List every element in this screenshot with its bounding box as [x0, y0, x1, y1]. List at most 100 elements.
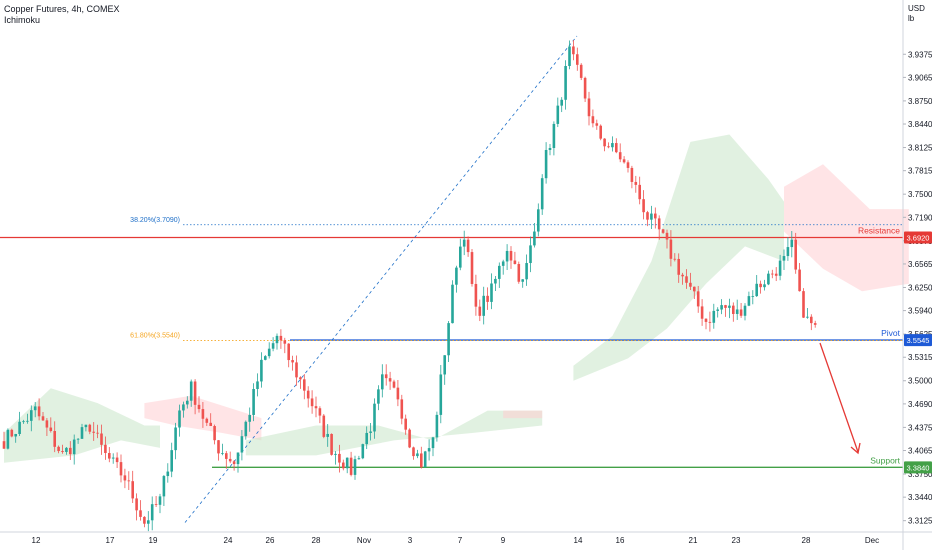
candle-body — [431, 437, 435, 449]
candle-body — [696, 291, 700, 307]
candle — [205, 417, 209, 427]
arrow-head — [850, 442, 861, 455]
candle — [673, 253, 677, 262]
price-axis[interactable]: 3.9375 3.9065 3.8750 3.8440 3.8125 3.7815 3.75… — [902, 0, 932, 550]
candle-body — [6, 429, 10, 449]
candle-body — [381, 374, 384, 390]
candle — [771, 269, 774, 279]
candle-body — [334, 453, 337, 455]
candle — [618, 143, 622, 163]
candle-body — [790, 239, 794, 248]
candle-body — [459, 246, 462, 268]
candle — [525, 254, 528, 286]
candle-body — [287, 343, 290, 361]
candle — [739, 302, 743, 318]
candle-body — [677, 258, 680, 275]
candle — [166, 463, 170, 483]
candle — [162, 474, 166, 506]
candle-body — [108, 453, 111, 459]
candle-body — [665, 232, 669, 240]
candle-body — [810, 316, 813, 324]
candle — [189, 379, 193, 407]
candle — [104, 436, 107, 460]
time-axis[interactable]: 12 17 19 24 26 28 Nov 3 7 9 14 16 21 23 28 Dec — [0, 531, 932, 545]
candle-body — [384, 374, 388, 379]
price-tick-label: 3.6565 — [908, 260, 932, 269]
candle-body — [806, 316, 809, 318]
candle — [111, 453, 115, 464]
time-tick-label: 17 — [106, 536, 115, 545]
candle — [685, 269, 688, 289]
candle-body — [607, 146, 610, 148]
candle-body — [771, 273, 774, 275]
candle-body — [396, 387, 400, 400]
candle — [100, 424, 103, 455]
candle — [252, 383, 255, 422]
candle-body — [150, 504, 154, 521]
candle — [443, 355, 446, 385]
candle — [587, 91, 591, 126]
candle-body — [708, 321, 712, 323]
candle — [150, 496, 154, 531]
candle-body — [345, 457, 349, 469]
candle — [470, 248, 474, 287]
candle-body — [572, 46, 575, 55]
candle-body — [322, 415, 326, 437]
badge-resistance-box — [904, 231, 932, 244]
candle-body — [236, 452, 240, 465]
candle — [131, 470, 134, 504]
candle-body — [26, 420, 29, 422]
price-tick-label: 3.7815 — [908, 167, 932, 176]
candle-body — [416, 453, 419, 457]
time-tick-label: 19 — [149, 536, 158, 545]
candle-body — [626, 162, 630, 168]
candle-body — [408, 429, 411, 448]
candle-body — [533, 231, 536, 246]
candle-body — [18, 421, 21, 435]
candle — [634, 175, 638, 193]
price-tick-label: 3.4065 — [908, 447, 932, 456]
candle-body — [743, 305, 747, 316]
candle — [517, 261, 521, 284]
candle — [603, 138, 606, 152]
candle — [108, 447, 111, 463]
candle — [615, 138, 618, 154]
candle-body — [412, 447, 415, 457]
price-tick-label: 3.5940 — [908, 307, 932, 316]
candle — [509, 246, 513, 269]
candle-body — [154, 504, 158, 505]
price-tick-label: 3.3125 — [908, 517, 932, 526]
candle — [65, 447, 68, 455]
candle — [33, 401, 37, 418]
candle — [92, 422, 95, 441]
candle-body — [400, 399, 404, 419]
candle-body — [654, 213, 657, 219]
candle — [228, 451, 232, 464]
candle-body — [618, 152, 622, 160]
candle-body — [591, 116, 595, 124]
candle-body — [615, 143, 618, 153]
candle-body — [310, 398, 314, 407]
candle-body — [439, 374, 443, 415]
currency-label: USD — [908, 4, 925, 13]
candle — [2, 431, 6, 450]
candle-body — [724, 305, 727, 308]
candle-body — [158, 496, 162, 505]
candle — [599, 124, 602, 141]
candle — [260, 352, 263, 388]
candle — [143, 516, 146, 528]
candle — [767, 270, 770, 286]
cloud-region-2 — [245, 410, 543, 456]
candle — [720, 299, 723, 315]
candle — [681, 272, 684, 285]
candle-body — [501, 261, 505, 266]
candle-body — [778, 260, 782, 276]
candle — [217, 439, 220, 461]
candle — [435, 411, 439, 442]
candle-body — [178, 410, 181, 428]
candle — [408, 428, 411, 449]
candle-body — [299, 377, 302, 380]
price-tick-label: 3.8125 — [908, 144, 932, 153]
candle-body — [802, 291, 805, 318]
